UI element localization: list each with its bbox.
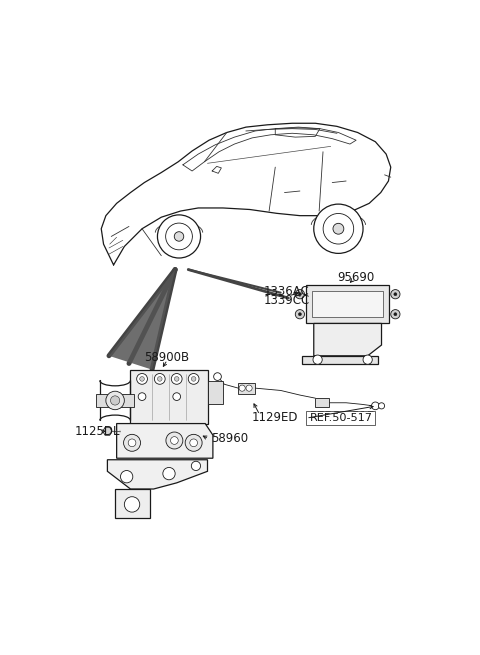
Circle shape (157, 377, 162, 381)
Circle shape (185, 434, 202, 451)
Circle shape (295, 310, 304, 319)
Circle shape (192, 461, 201, 470)
Circle shape (155, 373, 165, 384)
Circle shape (157, 215, 201, 258)
Circle shape (174, 232, 184, 241)
Circle shape (313, 355, 322, 364)
Circle shape (190, 439, 197, 447)
Circle shape (299, 312, 301, 316)
Circle shape (314, 204, 363, 253)
Circle shape (106, 391, 124, 409)
Circle shape (363, 355, 372, 364)
Circle shape (124, 496, 140, 512)
Circle shape (138, 393, 146, 400)
Circle shape (372, 402, 379, 409)
Polygon shape (302, 356, 378, 364)
Polygon shape (131, 369, 207, 424)
Circle shape (163, 468, 175, 479)
Polygon shape (306, 285, 389, 324)
Text: 1339CC: 1339CC (264, 294, 310, 307)
Circle shape (120, 470, 133, 483)
Circle shape (391, 310, 400, 319)
Text: 1336AC: 1336AC (264, 285, 310, 297)
Circle shape (246, 385, 252, 391)
Bar (306, 411, 375, 425)
Circle shape (239, 385, 245, 391)
Circle shape (170, 437, 178, 444)
Text: REF.50-517: REF.50-517 (310, 410, 375, 423)
Circle shape (333, 223, 344, 234)
Text: 58960: 58960 (211, 432, 249, 445)
Circle shape (166, 223, 192, 250)
Circle shape (192, 377, 196, 381)
Polygon shape (109, 270, 175, 369)
Polygon shape (314, 324, 382, 356)
Circle shape (299, 293, 301, 296)
Circle shape (174, 377, 179, 381)
Bar (238, 383, 255, 394)
Circle shape (323, 214, 354, 244)
Circle shape (378, 403, 384, 409)
Circle shape (394, 293, 397, 296)
Text: 1125DL: 1125DL (75, 424, 120, 438)
Text: REF.50-517: REF.50-517 (310, 413, 373, 423)
Circle shape (391, 290, 400, 299)
Text: 58900B: 58900B (144, 351, 190, 364)
Circle shape (140, 377, 144, 381)
Bar (207, 381, 223, 404)
Polygon shape (115, 489, 150, 517)
Circle shape (166, 432, 183, 449)
Circle shape (137, 373, 147, 384)
Polygon shape (96, 394, 134, 407)
Bar (315, 398, 329, 407)
Circle shape (394, 312, 397, 316)
Bar (312, 291, 383, 317)
Circle shape (110, 396, 120, 405)
Text: 95690: 95690 (337, 271, 374, 284)
Polygon shape (117, 424, 213, 458)
Polygon shape (108, 460, 207, 489)
Circle shape (295, 290, 304, 299)
Circle shape (173, 393, 180, 400)
Circle shape (123, 434, 141, 451)
Circle shape (128, 439, 136, 447)
Circle shape (214, 373, 221, 381)
Circle shape (188, 373, 199, 384)
Text: 1129ED: 1129ED (252, 411, 299, 424)
Circle shape (171, 373, 182, 384)
